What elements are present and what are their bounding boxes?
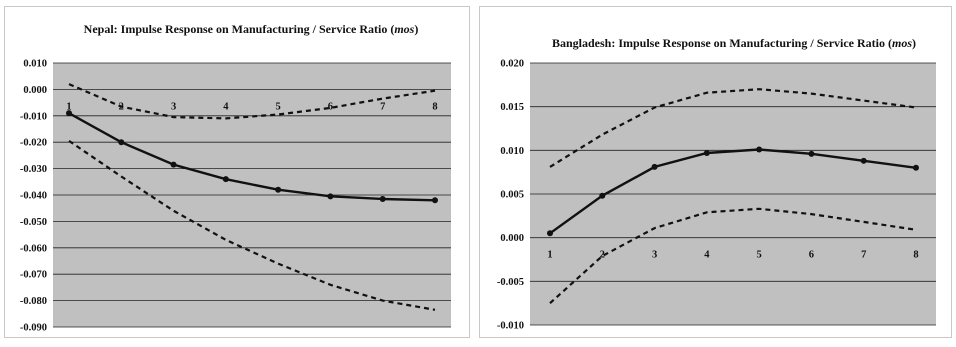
nepal-chart-panel: Nepal: Impulse Response on Manufacturing… — [4, 6, 470, 338]
y-tick-label: -0.090 — [20, 323, 47, 334]
data-point — [860, 157, 867, 164]
data-point — [651, 163, 658, 170]
data-point — [547, 230, 553, 237]
chart-title: Nepal: Impulse Response on Manufacturing… — [84, 22, 419, 36]
data-point — [222, 176, 229, 183]
x-tick-label: 4 — [704, 250, 710, 261]
bangladesh-impulse-response-chart: Bangladesh: Impulse Response on Manufact… — [497, 36, 936, 332]
y-tick-label: 0.010 — [23, 59, 47, 70]
confidence-band-line — [549, 207, 917, 305]
x-tick-label: 5 — [276, 101, 281, 112]
data-point — [913, 164, 919, 171]
x-tick-label: 8 — [432, 101, 437, 112]
y-tick-label: 0.020 — [500, 59, 524, 70]
y-tick-label: -0.005 — [497, 277, 524, 288]
y-tick-label: 0.000 — [500, 233, 524, 244]
y-tick-label: -0.010 — [20, 111, 47, 122]
chart-title: Bangladesh: Impulse Response on Manufact… — [552, 36, 916, 50]
x-tick-label: 4 — [223, 101, 229, 112]
data-point — [118, 139, 125, 146]
data-point — [432, 197, 438, 204]
x-tick-label: 2 — [600, 250, 605, 261]
data-point — [703, 149, 710, 156]
data-point — [66, 110, 72, 117]
data-point — [756, 146, 763, 153]
data-point — [379, 195, 386, 202]
data-point — [599, 192, 606, 199]
y-tick-label: -0.070 — [20, 270, 47, 281]
y-tick-label: 0.015 — [500, 102, 524, 113]
confidence-band-line — [68, 139, 436, 311]
x-tick-label: 6 — [328, 101, 333, 112]
x-tick-label: 3 — [652, 250, 657, 261]
data-point — [808, 150, 815, 157]
x-tick-label: 7 — [380, 101, 385, 112]
x-tick-label: 7 — [861, 250, 866, 261]
y-tick-label: -0.050 — [20, 217, 47, 228]
x-tick-label: 6 — [809, 250, 814, 261]
x-tick-label: 5 — [757, 250, 762, 261]
x-tick-label: 1 — [547, 250, 552, 261]
data-point — [327, 193, 334, 200]
x-tick-label: 3 — [171, 101, 176, 112]
y-tick-label: -0.030 — [20, 164, 47, 175]
data-point — [170, 161, 177, 168]
x-tick-label: 8 — [913, 250, 918, 261]
y-tick-label: -0.010 — [497, 321, 524, 332]
impulse-response-line — [68, 112, 436, 202]
y-tick-label: -0.040 — [20, 191, 47, 202]
data-point — [275, 186, 282, 193]
impulse-response-line — [549, 148, 917, 235]
nepal-impulse-response-chart: Nepal: Impulse Response on Manufacturing… — [20, 22, 451, 334]
y-tick-label: 0.000 — [23, 85, 47, 96]
bangladesh-chart-panel: Bangladesh: Impulse Response on Manufact… — [479, 6, 952, 338]
y-tick-label: -0.020 — [20, 138, 47, 149]
y-tick-label: 0.010 — [500, 146, 524, 157]
y-tick-label: -0.060 — [20, 243, 47, 254]
y-tick-label: 0.005 — [500, 190, 524, 201]
confidence-band-line — [549, 88, 917, 168]
y-tick-label: -0.080 — [20, 296, 47, 307]
x-tick-label: 1 — [66, 101, 71, 112]
confidence-band-line — [68, 83, 436, 120]
